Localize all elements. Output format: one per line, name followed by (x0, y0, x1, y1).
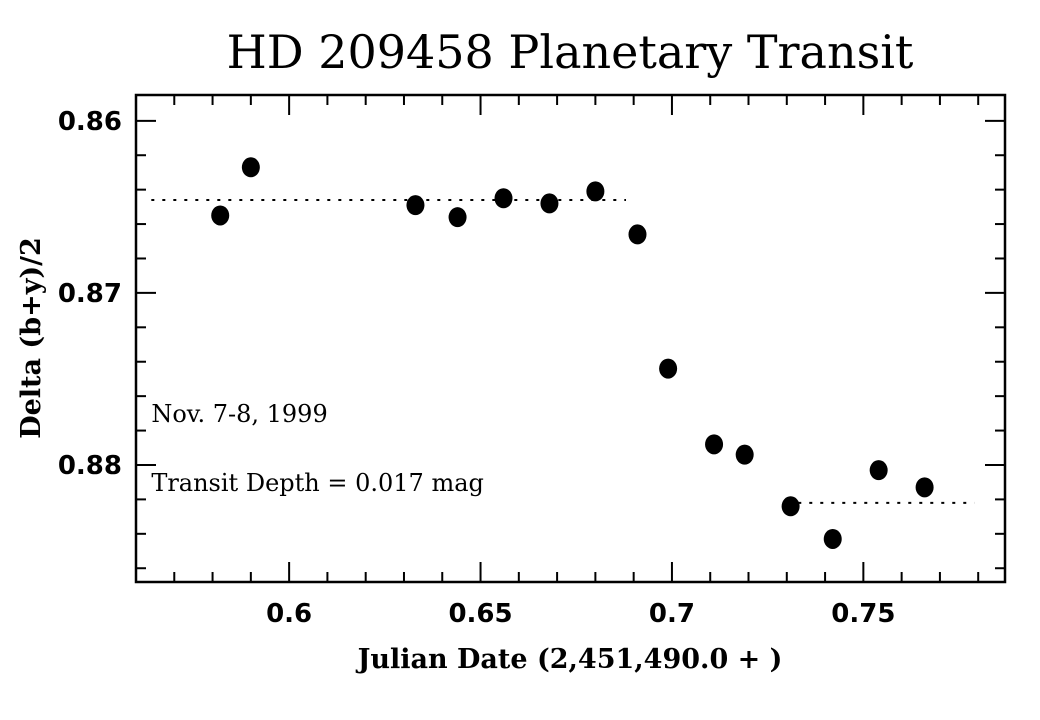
x-axis-label: Julian Date (2,451,490.0 + ) (356, 644, 783, 675)
plot-frame (134, 93, 1007, 584)
data-point (628, 224, 647, 245)
data-point (869, 460, 888, 481)
data-point (915, 477, 934, 498)
data-point (705, 434, 724, 455)
data-point (540, 193, 559, 214)
data-point (735, 444, 754, 465)
x-tick-label: 0.65 (448, 599, 512, 629)
y-axis-label: Delta (b+y)/2 (16, 237, 47, 439)
y-tick-label: 0.86 (58, 107, 122, 137)
x-tick-label: 0.6 (266, 599, 312, 629)
annotations: Nov. 7-8, 1999 Transit Depth = 0.017 mag (151, 400, 484, 497)
data-point (211, 205, 230, 226)
data-point (781, 496, 800, 517)
data-point (659, 358, 678, 379)
chart-annotation: Transit Depth = 0.017 mag (151, 469, 484, 497)
data-point (241, 157, 260, 178)
chart-title: HD 209458 Planetary Transit (227, 25, 914, 79)
data-point (448, 207, 467, 228)
data-point (406, 195, 425, 216)
x-tick-label: 0.75 (831, 599, 895, 629)
y-tick-label: 0.87 (58, 279, 122, 309)
x-tick-label: 0.7 (649, 599, 695, 629)
data-point (586, 181, 605, 202)
data-point (823, 528, 842, 549)
axis-ticks (136, 95, 1005, 582)
data-points (211, 157, 934, 549)
data-point (494, 188, 513, 209)
y-tick-label: 0.88 (58, 451, 122, 481)
reference-lines (151, 198, 975, 504)
axis-tick-labels: 0.6 0.65 0.7 0.75 0.86 0.87 0.88 (58, 107, 896, 629)
chart-annotation: Nov. 7-8, 1999 (151, 400, 327, 428)
